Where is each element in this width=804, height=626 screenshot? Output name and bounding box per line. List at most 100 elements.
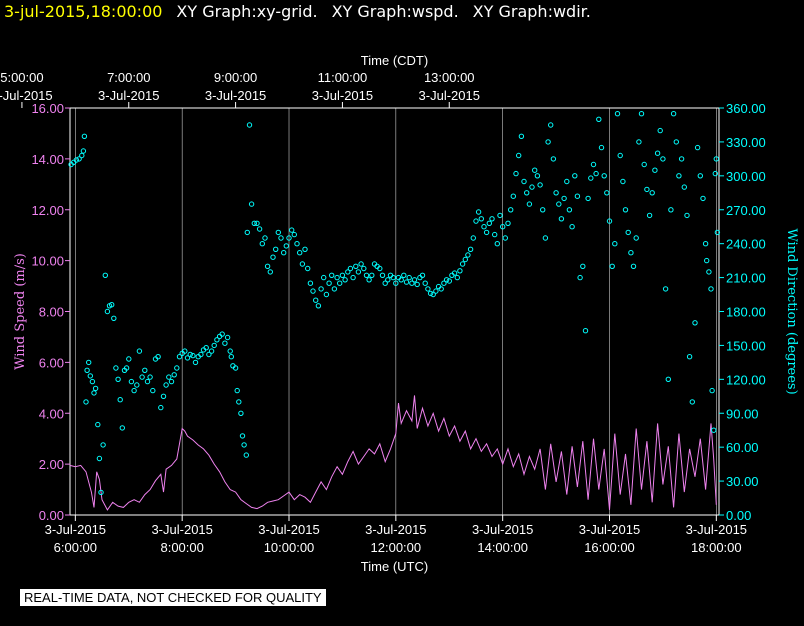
wdir-point bbox=[604, 190, 610, 196]
wdir-point bbox=[289, 227, 295, 233]
wdir-point bbox=[168, 378, 175, 385]
wdir-point bbox=[694, 144, 701, 151]
wdir-point bbox=[192, 359, 199, 366]
wdir-point bbox=[286, 235, 292, 241]
wdir-point bbox=[236, 399, 242, 405]
wdir-point bbox=[508, 207, 514, 213]
wdir-point bbox=[369, 272, 375, 278]
wdir-point bbox=[609, 263, 615, 269]
wdir-point bbox=[270, 254, 276, 260]
right-tick-label: 300.00 bbox=[726, 169, 766, 184]
wdir-point bbox=[147, 374, 153, 380]
wdir-point bbox=[702, 241, 709, 247]
wdir-point bbox=[486, 220, 492, 227]
wdir-point bbox=[227, 348, 233, 354]
wdir-point bbox=[144, 378, 151, 385]
wdir-point bbox=[425, 286, 431, 292]
left-tick-label: 10.00 bbox=[31, 254, 64, 269]
wdir-point bbox=[337, 280, 343, 286]
wdir-point bbox=[393, 280, 399, 286]
top-tick-time: 13:00:00 bbox=[424, 70, 475, 85]
wdir-point bbox=[283, 243, 289, 249]
wdir-point bbox=[443, 277, 450, 283]
wdir-point bbox=[596, 116, 602, 123]
wdir-point bbox=[355, 269, 362, 275]
wdir-point bbox=[684, 212, 690, 219]
wdir-point bbox=[625, 229, 631, 236]
top-tick-date: 3-Jul-2015 bbox=[205, 88, 266, 103]
wdir-point bbox=[91, 390, 97, 396]
wdir-point bbox=[500, 224, 506, 230]
wdir-point bbox=[403, 279, 410, 285]
wdir-point bbox=[294, 241, 300, 247]
wdir-point bbox=[483, 229, 490, 236]
graph-title-grid: XY Graph:xy-grid. bbox=[176, 2, 318, 21]
wdir-point bbox=[163, 382, 169, 388]
wdir-point bbox=[73, 157, 80, 163]
wdir-point bbox=[243, 452, 250, 458]
wdir-point bbox=[353, 263, 359, 269]
wdir-point bbox=[709, 387, 715, 394]
wdir-point bbox=[174, 365, 180, 371]
wdir-point bbox=[714, 229, 721, 236]
wdir-point bbox=[238, 410, 244, 416]
wdir-point bbox=[142, 367, 148, 373]
wdir-point bbox=[497, 212, 503, 219]
wdir-point bbox=[673, 139, 679, 145]
wdir-point bbox=[232, 365, 239, 371]
wdir-point bbox=[139, 374, 145, 380]
wdir-point bbox=[155, 354, 161, 360]
wdir-point bbox=[540, 207, 546, 213]
wdir-point bbox=[636, 139, 642, 145]
wdir-point bbox=[638, 111, 645, 117]
wdir-point bbox=[136, 348, 143, 354]
wdir-point bbox=[542, 235, 549, 241]
wdir-point bbox=[454, 274, 460, 281]
wdir-point bbox=[446, 278, 452, 284]
wdir-point bbox=[465, 252, 471, 258]
wdir-point bbox=[224, 334, 231, 341]
wdir-point bbox=[219, 331, 225, 337]
wdir-point bbox=[206, 351, 212, 358]
wdir-point bbox=[406, 274, 412, 281]
wdir-point bbox=[553, 190, 559, 196]
wdir-point bbox=[475, 209, 482, 215]
wdir-point bbox=[409, 280, 415, 286]
bottom-tick-time: 12:00:00 bbox=[371, 540, 422, 555]
wdir-point bbox=[670, 111, 677, 117]
wdir-point bbox=[427, 290, 434, 297]
wdir-point bbox=[366, 277, 372, 283]
bottom-tick-time: 10:00:00 bbox=[264, 540, 315, 555]
wdir-point bbox=[558, 216, 565, 222]
left-tick-label: 14.00 bbox=[31, 152, 64, 167]
right-tick-label: 240.00 bbox=[726, 237, 766, 252]
wdir-point bbox=[109, 302, 115, 308]
graph-title-wdir: XY Graph:wdir. bbox=[472, 2, 591, 21]
wdir-point bbox=[398, 277, 404, 283]
wdir-point bbox=[291, 231, 297, 238]
top-tick-date: 3-Jul-2015 bbox=[312, 88, 373, 103]
wdir-point bbox=[537, 182, 543, 188]
left-tick-label: 12.00 bbox=[31, 203, 64, 218]
wdir-point bbox=[262, 235, 268, 241]
wdir-point bbox=[310, 288, 316, 294]
wdir-point bbox=[318, 286, 324, 292]
wdir-point bbox=[628, 250, 634, 256]
wdir-point bbox=[345, 269, 351, 275]
wdir-point bbox=[81, 133, 88, 140]
wdir-point bbox=[323, 291, 330, 298]
bottom-tick-date: 3-Jul-2015 bbox=[472, 522, 533, 537]
wdir-point bbox=[251, 220, 258, 227]
wdir-point bbox=[187, 351, 193, 358]
wdir-point bbox=[641, 161, 647, 168]
left-tick-label: 8.00 bbox=[39, 305, 64, 320]
wdir-point bbox=[363, 272, 370, 278]
bottom-tick-date: 3-Jul-2015 bbox=[45, 522, 106, 537]
right-tick-label: 330.00 bbox=[726, 135, 766, 150]
wdir-point bbox=[457, 268, 463, 274]
top-tick-date: 3-Jul-2015 bbox=[0, 88, 53, 103]
bottom-tick-date: 3-Jul-2015 bbox=[579, 522, 640, 537]
wdir-point bbox=[342, 277, 348, 283]
wdir-point bbox=[593, 170, 599, 177]
wdir-point bbox=[612, 241, 618, 247]
